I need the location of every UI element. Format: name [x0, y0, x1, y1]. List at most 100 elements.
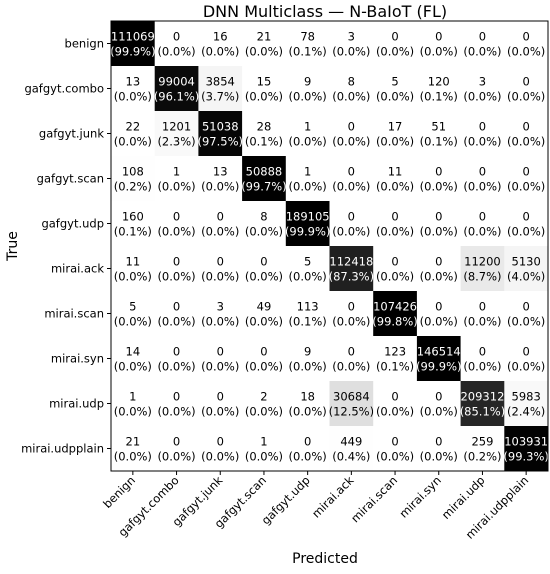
cell-count-label: 0	[173, 30, 180, 44]
cell-percent-label: (0.0%)	[463, 135, 501, 149]
cell-percent-label: (0.0%)	[332, 225, 370, 239]
cell-percent-label: (0.0%)	[245, 405, 283, 419]
matrix-cell	[198, 66, 243, 112]
y-tick-label: gafgyt.scan	[37, 172, 104, 186]
matrix-cell	[285, 156, 330, 202]
cell-percent-label: (0.2%)	[114, 180, 152, 194]
cell-count-label: 0	[260, 255, 267, 269]
y-tick-label: gafgyt.junk	[39, 127, 104, 141]
cell-count-label: 5	[129, 300, 136, 314]
matrix-cell	[504, 156, 549, 202]
cell-percent-label: (0.0%)	[507, 90, 545, 104]
matrix-cell	[329, 156, 374, 202]
x-tick-labels: benigngafgyt.combogafgyt.junkgafgyt.scan…	[100, 471, 531, 542]
cell-count-label: 0	[217, 255, 224, 269]
cell-percent-label: (0.0%)	[157, 225, 195, 239]
cell-count-label: 78	[300, 30, 315, 44]
cell-percent-label: (0.0%)	[289, 180, 327, 194]
y-tick-label: gafgyt.udp	[41, 217, 104, 231]
matrix-cell	[373, 201, 418, 247]
matrix-cell	[416, 66, 461, 112]
matrix-cell	[242, 381, 287, 427]
matrix-cell	[242, 156, 287, 202]
matrix-cell	[416, 291, 461, 337]
cell-count-label: 0	[217, 210, 224, 224]
matrix-cell	[329, 381, 374, 427]
cell-count-label: 0	[348, 120, 355, 134]
cell-percent-label: (0.0%)	[376, 180, 414, 194]
cell-percent-label: (0.0%)	[114, 270, 152, 284]
cell-count-label: 0	[391, 210, 398, 224]
matrix-cell	[416, 201, 461, 247]
matrix-cell	[154, 381, 199, 427]
cell-percent-label: (0.4%)	[332, 450, 370, 464]
matrix-cell	[504, 246, 549, 292]
matrix-cell	[329, 111, 374, 157]
cell-percent-label: (0.0%)	[420, 315, 458, 329]
cell-percent-label: (0.0%)	[289, 270, 327, 284]
cell-count-label: 0	[173, 390, 180, 404]
cell-percent-label: (0.2%)	[463, 450, 501, 464]
cell-count-label: 21	[257, 30, 272, 44]
y-tick-label: mirai.ack	[51, 262, 104, 276]
cell-count-label: 259	[471, 435, 493, 449]
cell-percent-label: (0.1%)	[420, 90, 458, 104]
matrix-cell	[373, 156, 418, 202]
cell-count-label: 449	[340, 435, 362, 449]
cell-percent-label: (0.0%)	[376, 405, 414, 419]
cell-count-label: 3	[348, 30, 355, 44]
cell-count-label: 0	[435, 210, 442, 224]
plot-frame	[110, 20, 549, 472]
cell-count-label: 0	[348, 300, 355, 314]
matrix-cell	[460, 21, 505, 67]
matrix-cell	[285, 21, 330, 67]
cell-percent-label: (0.0%)	[463, 360, 501, 374]
matrix-cell	[460, 156, 505, 202]
cell-percent-label: (0.0%)	[332, 180, 370, 194]
cell-count-label: 8	[260, 210, 267, 224]
matrix-cell	[154, 111, 199, 157]
cell-count-label: 0	[522, 30, 529, 44]
cell-count-label: 0	[479, 300, 486, 314]
cell-percent-label: (0.0%)	[289, 450, 327, 464]
cell-count-label: 8	[348, 75, 355, 89]
y-tick-label: mirai.syn	[51, 352, 104, 366]
cell-percent-label: (0.0%)	[289, 90, 327, 104]
cell-count-label: 0	[479, 210, 486, 224]
matrix-cell	[504, 66, 549, 112]
matrix-cell	[154, 336, 199, 382]
cell-percent-label: (0.0%)	[114, 135, 152, 149]
matrix-cell	[460, 381, 505, 427]
matrix-cell	[111, 246, 156, 292]
y-axis-label: True	[5, 231, 21, 262]
cell-percent-label: (0.0%)	[245, 90, 283, 104]
cell-count-label: 1	[260, 435, 267, 449]
matrix-cell	[154, 156, 199, 202]
cell-count-label: 0	[435, 435, 442, 449]
x-tick-label: mirai.scan	[348, 473, 400, 525]
cell-percent-label: (99.9%)	[110, 45, 156, 59]
chart-title: DNN Multiclass — N-BaIoT (FL)	[203, 2, 447, 21]
cell-count-label: 0	[348, 165, 355, 179]
cell-count-label: 0	[217, 390, 224, 404]
cell-percent-label: (0.0%)	[201, 315, 239, 329]
cell-percent-label: (0.0%)	[114, 360, 152, 374]
matrix-cell	[198, 111, 243, 157]
cell-count-label: 146514	[417, 345, 461, 359]
cell-percent-label: (0.0%)	[157, 180, 195, 194]
cell-percent-label: (0.0%)	[201, 180, 239, 194]
cell-count-label: 51038	[202, 120, 239, 134]
matrix-cell	[460, 246, 505, 292]
matrix-cell	[242, 336, 287, 382]
cell-count-label: 111069	[111, 30, 155, 44]
cell-percent-label: (0.0%)	[114, 315, 152, 329]
matrix-cell	[373, 246, 418, 292]
cell-percent-label: (0.0%)	[201, 360, 239, 374]
cell-count-label: 0	[217, 435, 224, 449]
y-tick-label: benign	[65, 37, 104, 51]
cell-count-label: 108	[122, 165, 144, 179]
matrix-cell	[242, 201, 287, 247]
matrix-cell	[329, 336, 374, 382]
